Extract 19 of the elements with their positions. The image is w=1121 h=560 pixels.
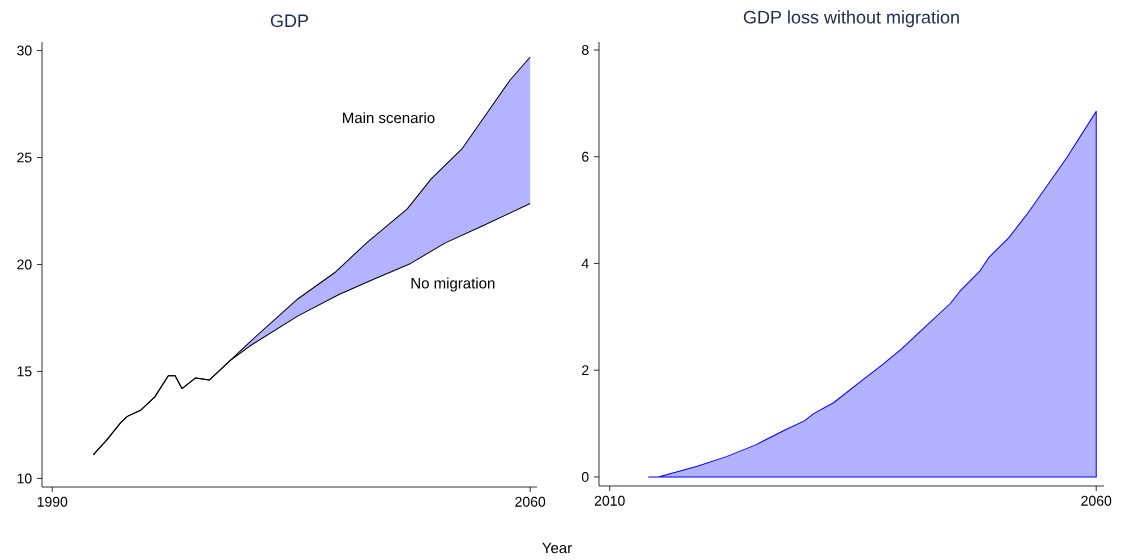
- y-tick-label: 20: [17, 259, 32, 270]
- y-tick-label: 30: [17, 45, 32, 56]
- series-label: No migration: [411, 277, 495, 292]
- y-tick-label: 6: [582, 151, 589, 162]
- x-tick-label: 2060: [515, 496, 546, 507]
- y-tick-label: 15: [17, 366, 32, 377]
- y-tick-label: 4: [581, 258, 589, 269]
- y-tick-label: 0: [581, 471, 589, 482]
- x-tick-label: 2060: [1081, 495, 1112, 506]
- y-tick-label: 8: [581, 45, 589, 55]
- y-tick-label: 10: [17, 473, 32, 484]
- x-axis-title: Year: [542, 542, 572, 554]
- x-tick-label: 2010: [594, 495, 625, 506]
- chart-title: GDP loss without migration: [743, 10, 959, 28]
- chart-title: GDP: [270, 14, 309, 28]
- x-tick-label: 1990: [37, 496, 68, 507]
- text: Main scenario: [343, 112, 435, 124]
- y-tick-label: 2: [582, 365, 589, 376]
- y-tick-label: 25: [17, 152, 32, 163]
